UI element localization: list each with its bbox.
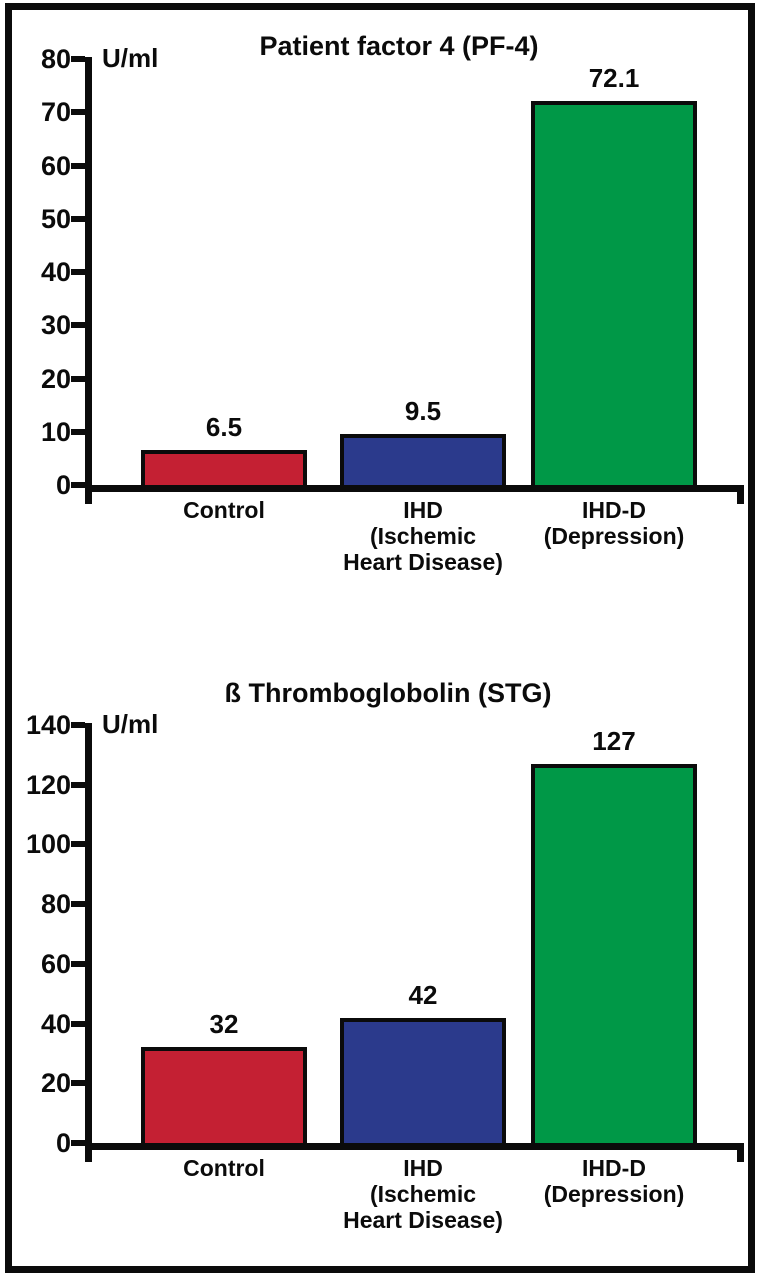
bar-value-label: 42 — [408, 979, 438, 1010]
x-axis-line — [85, 1143, 744, 1150]
y-axis-tick — [71, 781, 85, 788]
y-axis-unit-label: U/ml — [102, 709, 159, 739]
figure-frame: Patient factor 4 (PF-4) U/ml 0 10 20 30 40 50 60… — [5, 3, 755, 1273]
y-axis-tick — [71, 375, 85, 382]
bar-ihd — [340, 434, 506, 489]
category-label-ihd-d: IHD-D (Depression) — [543, 1155, 685, 1207]
y-axis-tick — [71, 162, 85, 169]
chart-title: ß Thromboglobolin (STG) — [224, 678, 552, 708]
y-axis-tick — [71, 960, 85, 967]
bar-value-label: 9.5 — [404, 396, 442, 427]
y-axis-tick — [71, 109, 85, 116]
y-axis-tick — [71, 901, 85, 908]
y-axis-tick-label: 100 — [25, 829, 71, 860]
chart-title: Patient factor 4 (PF-4) — [259, 31, 539, 61]
y-axis-tick-label: 80 — [40, 889, 71, 920]
x-axis-end-tick — [737, 1143, 744, 1162]
bar-control — [141, 450, 307, 489]
y-axis-unit-label: U/ml — [102, 43, 159, 73]
bar-value-label: 6.5 — [205, 412, 243, 443]
bar-ihd-d — [531, 763, 697, 1147]
y-axis-tick — [71, 1140, 85, 1146]
bar-control — [141, 1047, 307, 1147]
y-axis-tick — [71, 56, 85, 62]
y-axis-tick-label: 30 — [40, 310, 71, 341]
y-axis-tick — [71, 482, 85, 488]
y-axis-tick — [71, 722, 85, 728]
y-axis-tick-label: 10 — [40, 416, 71, 447]
x-axis-line — [85, 485, 744, 492]
category-label-ihd-d: IHD-D (Depression) — [543, 497, 685, 549]
y-axis-tick-label: 20 — [40, 1068, 71, 1099]
y-axis-tick-label: 60 — [40, 150, 71, 181]
y-axis-tick-label: 40 — [40, 257, 71, 287]
y-axis-tick-label: 120 — [25, 769, 71, 800]
y-axis-tick-label: 50 — [40, 203, 71, 234]
x-axis-end-tick — [737, 485, 744, 504]
category-label-control: Control — [183, 497, 265, 523]
y-axis-tick — [71, 1020, 85, 1027]
bar-value-label: 72.1 — [588, 63, 640, 94]
y-axis-tick — [71, 428, 85, 435]
bar-value-label: 127 — [592, 725, 636, 756]
y-axis-line — [85, 57, 92, 504]
y-axis-tick — [71, 269, 85, 275]
y-axis-tick-label: 0 — [55, 1128, 71, 1158]
y-axis-tick-label: 70 — [40, 97, 71, 128]
y-axis-tick-label: 0 — [55, 470, 71, 500]
y-axis-tick-label: 20 — [40, 363, 71, 394]
y-axis-tick-label: 140 — [25, 710, 71, 740]
y-axis-tick-label: 60 — [40, 948, 71, 979]
y-axis-tick — [71, 322, 85, 329]
y-axis-tick-label: 80 — [40, 44, 71, 74]
category-label-ihd: IHD (Ischemic Heart Disease) — [343, 1155, 503, 1233]
y-axis-line — [85, 723, 92, 1162]
bar-ihd — [340, 1017, 506, 1147]
category-label-ihd: IHD (Ischemic Heart Disease) — [343, 497, 503, 575]
y-axis-tick — [71, 841, 85, 848]
bar-ihd-d — [531, 101, 697, 489]
y-axis-tick-label: 40 — [40, 1008, 71, 1039]
category-label-control: Control — [183, 1155, 265, 1181]
y-axis-tick — [71, 1080, 85, 1087]
y-axis-tick — [71, 215, 85, 222]
bar-value-label: 32 — [209, 1009, 239, 1040]
